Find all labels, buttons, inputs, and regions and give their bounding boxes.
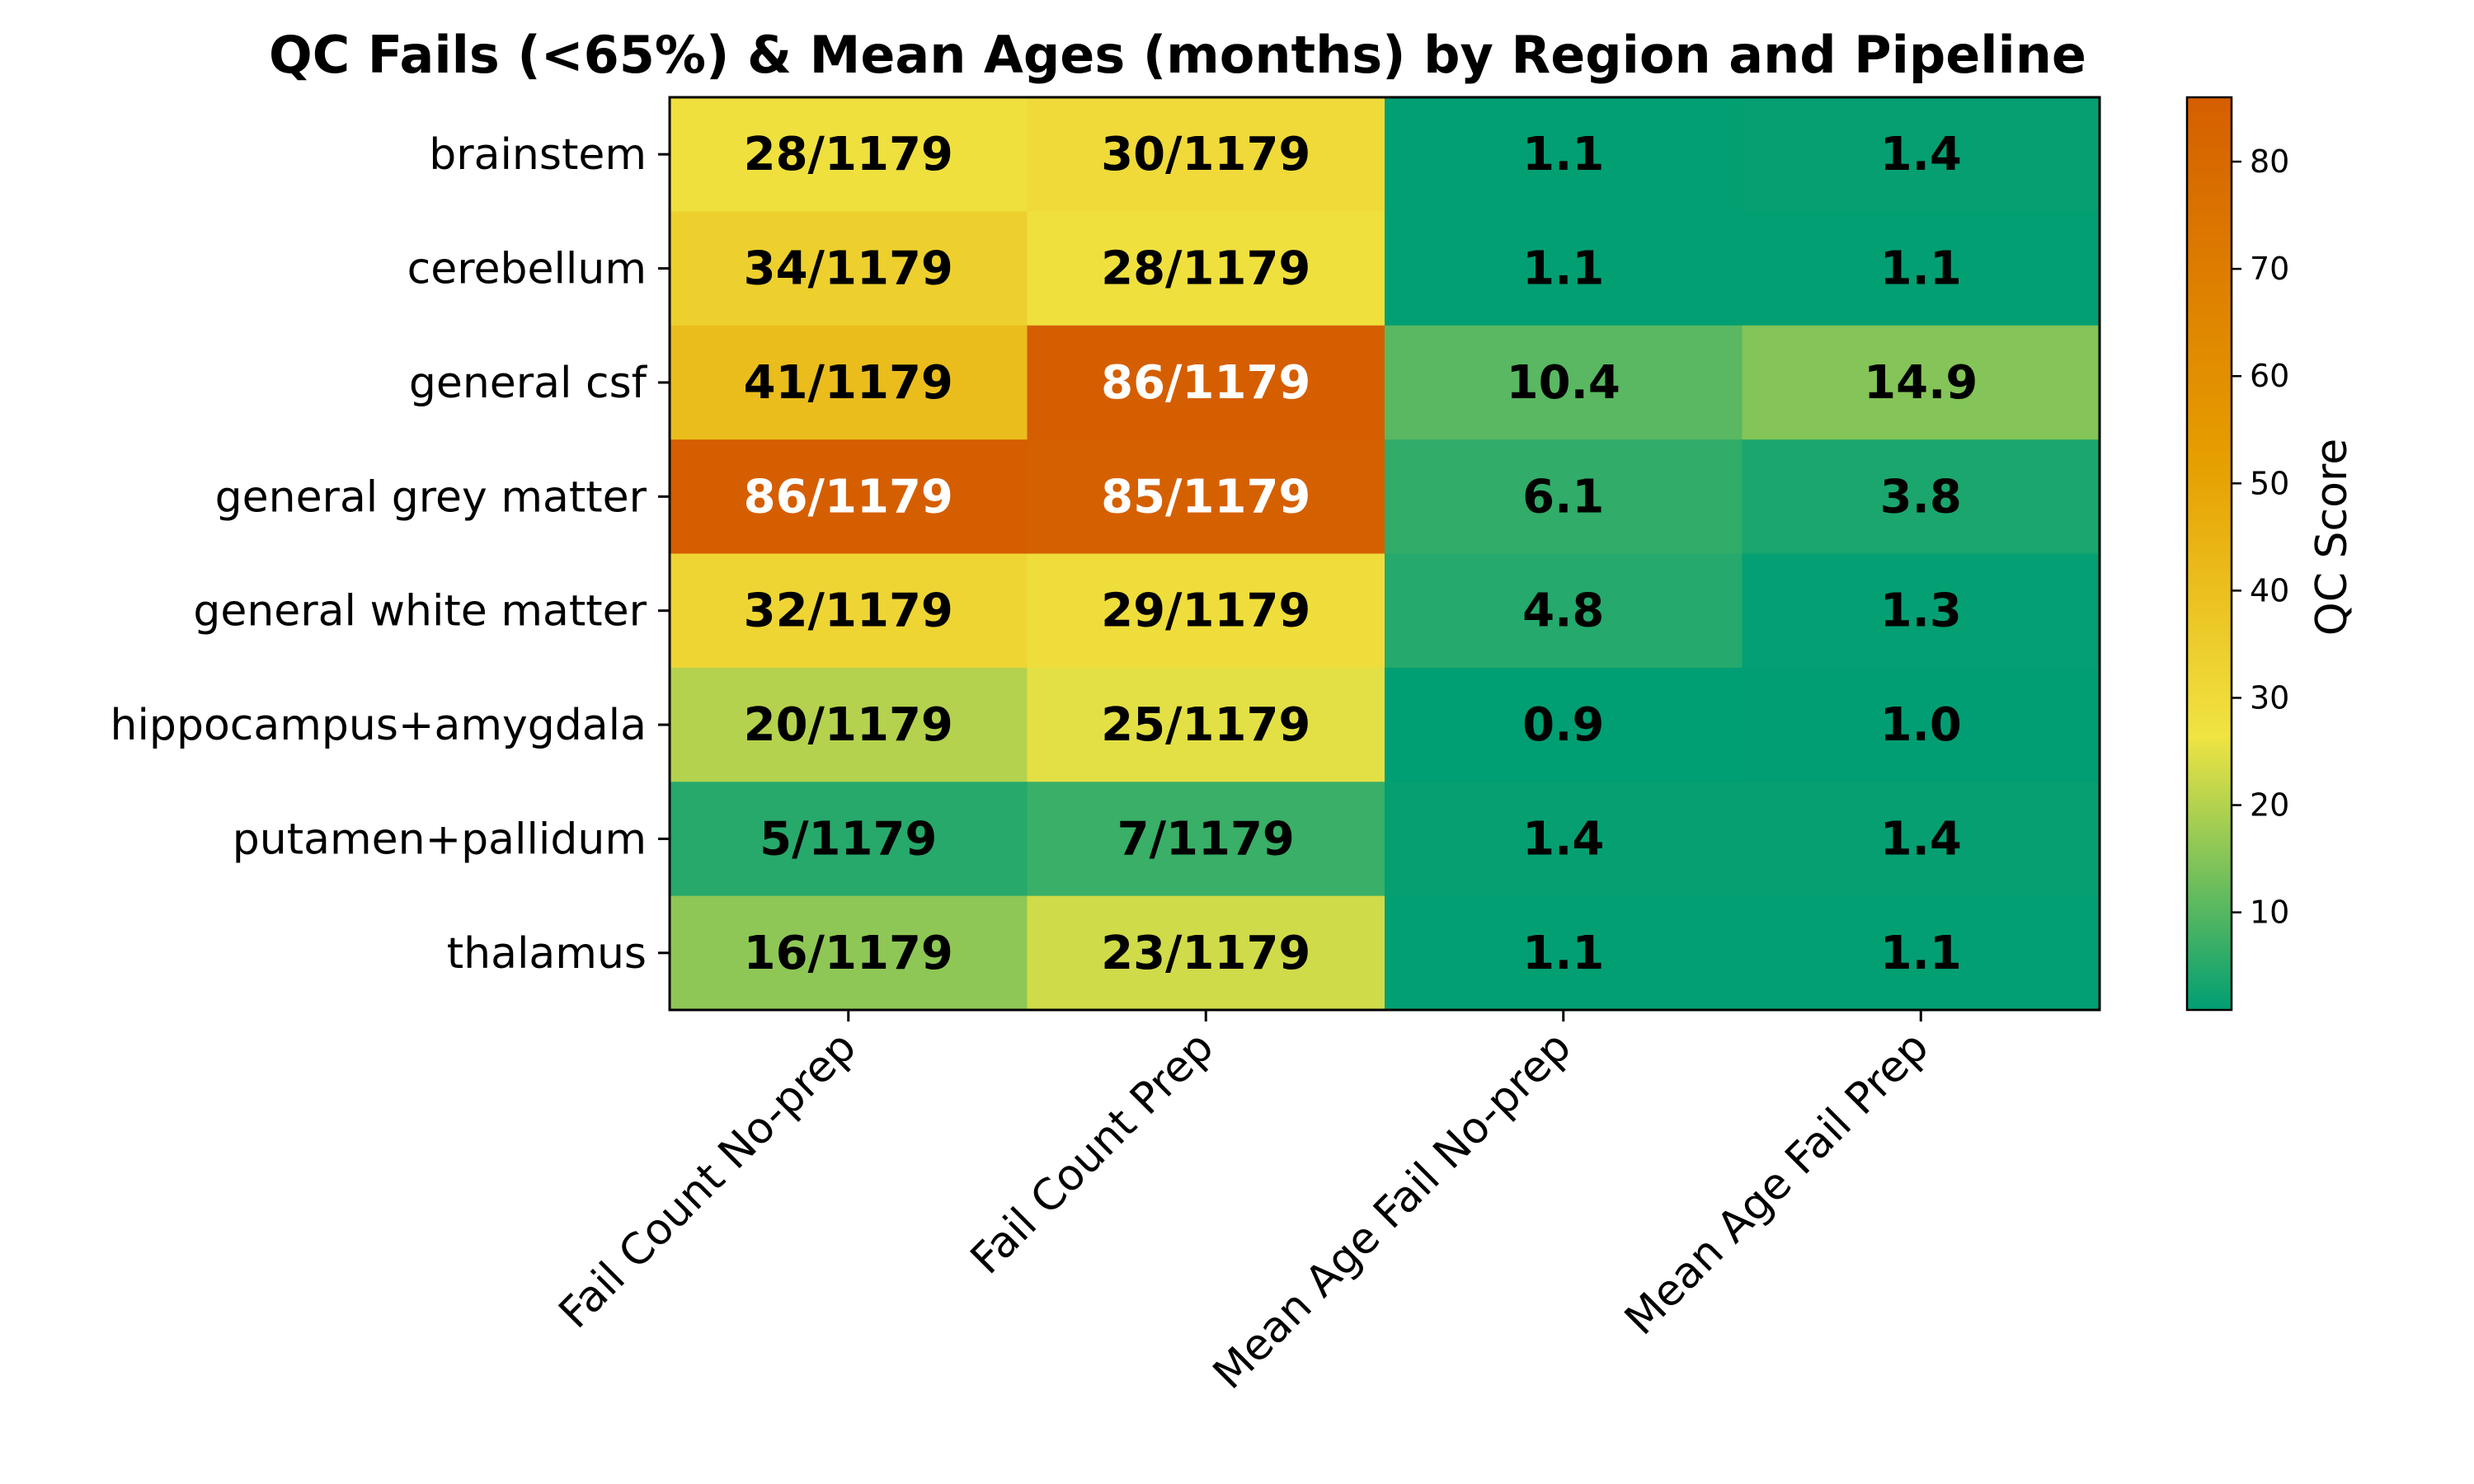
heatmap-cell xyxy=(1027,895,1385,1011)
y-tick-label: general grey matter xyxy=(215,472,647,522)
plot-frame xyxy=(668,96,2101,1012)
heatmap-cell xyxy=(1027,211,1385,326)
cell-value-label: 1.1 xyxy=(1880,927,1962,980)
heatmap-cell xyxy=(670,439,1028,554)
y-tick-label: cerebellum xyxy=(407,245,647,294)
colorbar-label: QC Score xyxy=(2307,439,2357,636)
cell-value-label: 1.4 xyxy=(1880,128,1962,181)
cell-value-label: 23/1179 xyxy=(1101,927,1310,980)
heatmap-cell xyxy=(1742,211,2100,326)
heatmap-cell xyxy=(670,782,1028,897)
cell-value-label: 1.1 xyxy=(1522,927,1604,980)
heatmap-cell xyxy=(1385,667,1743,782)
cell-value-label: 1.1 xyxy=(1522,242,1604,296)
heatmap-cell xyxy=(1027,325,1385,440)
cell-value-label: 1.4 xyxy=(1522,812,1604,866)
cell-value-label: 10.4 xyxy=(1507,356,1620,410)
heatmap-cell xyxy=(670,211,1028,326)
colorbar-frame xyxy=(2185,96,2233,1012)
heatmap-cell xyxy=(1742,439,2100,554)
cell-value-label: 86/1179 xyxy=(1101,356,1310,410)
cell-value-label: 30/1179 xyxy=(1101,128,1310,181)
x-tick-label: Fail Count Prep xyxy=(962,1022,1224,1284)
y-tick-label: general csf xyxy=(409,359,648,408)
heatmap-cell xyxy=(1385,782,1743,897)
cell-value-label: 32/1179 xyxy=(744,585,953,638)
cell-value-label: 85/1179 xyxy=(1101,470,1310,524)
cell-value-label: 4.8 xyxy=(1522,585,1604,638)
y-tick-label: putamen+pallidum xyxy=(233,815,647,864)
heatmap-cell xyxy=(1385,325,1743,440)
heatmap-cell xyxy=(1742,325,2100,440)
cell-value-label: 5/1179 xyxy=(760,812,937,866)
heatmap-cell xyxy=(1385,97,1743,212)
heatmap-cell xyxy=(670,667,1028,782)
heatmap-cell xyxy=(670,325,1028,440)
cell-value-label: 14.9 xyxy=(1864,356,1978,410)
cell-value-label: 1.4 xyxy=(1880,812,1962,866)
y-axis: brainstem cerebellum general csf general gr… xyxy=(111,130,670,979)
x-tick-label: Mean Age Fail No-prep xyxy=(1204,1022,1581,1399)
heatmap-cell xyxy=(1385,439,1743,554)
cell-value-label: 3.8 xyxy=(1880,470,1962,524)
x-tick-label: Mean Age Fail Prep xyxy=(1616,1022,1938,1345)
heatmap-cell xyxy=(670,553,1028,669)
heatmap-cell xyxy=(1027,667,1385,782)
colorbar-gradient xyxy=(2187,97,2232,1010)
heatmap-cell xyxy=(1385,895,1743,1011)
cell-value-label: 29/1179 xyxy=(1101,585,1310,638)
cell-value-label: 1.0 xyxy=(1880,698,1962,752)
colorbar-tick-label: 80 xyxy=(2250,143,2289,180)
heatmap-cell xyxy=(1385,211,1743,326)
heatmap-cell xyxy=(1385,553,1743,669)
colorbar-tick-label: 50 xyxy=(2250,465,2289,501)
heatmap-cell xyxy=(1027,97,1385,212)
y-tick-label: thalamus xyxy=(447,929,647,979)
heatmap-cell xyxy=(670,97,1028,212)
cell-value-label: 86/1179 xyxy=(744,470,953,524)
colorbar-tick-label: 10 xyxy=(2250,895,2289,931)
cell-value-label: 1.1 xyxy=(1880,242,1962,296)
cell-value-label: 25/1179 xyxy=(1101,698,1310,752)
colorbar-tick-label: 30 xyxy=(2250,679,2289,716)
cell-value-label: 28/1179 xyxy=(1101,242,1310,296)
cell-value-label: 1.3 xyxy=(1880,585,1962,638)
cell-value-label: 0.9 xyxy=(1522,698,1604,752)
y-tick-label: hippocampus+amygdala xyxy=(111,701,647,750)
cell-value-label: 20/1179 xyxy=(744,698,953,752)
cell-value-label: 6.1 xyxy=(1522,470,1604,524)
cell-value-label: 16/1179 xyxy=(744,927,953,980)
cell-value-label: 7/1179 xyxy=(1117,812,1295,866)
colorbar-tick-label: 40 xyxy=(2250,572,2289,608)
heatmap-cell xyxy=(1742,97,2100,212)
colorbar-tick-label: 20 xyxy=(2250,787,2289,824)
heatmap-cell xyxy=(1027,439,1385,554)
chart-title: QC Fails (<65%) & Mean Ages (months) by … xyxy=(269,25,2086,85)
heatmap-cell xyxy=(1027,782,1385,897)
x-tick-label: Fail Count No-prep xyxy=(550,1022,866,1338)
heatmap-cell xyxy=(1742,553,2100,669)
cell-value-label: 28/1179 xyxy=(744,128,953,181)
colorbar: 10 20 30 40 50 60 70 80 QC Score xyxy=(2185,96,2357,1012)
colorbar-tick-label: 60 xyxy=(2250,358,2289,394)
heatmap-cell xyxy=(1742,667,2100,782)
cell-value-label: 1.1 xyxy=(1522,128,1604,181)
heatmap-cell xyxy=(1742,895,2100,1011)
cell-value-label: 34/1179 xyxy=(744,242,953,296)
heatmap-cell xyxy=(1027,553,1385,669)
y-tick-label: general white matter xyxy=(193,587,647,636)
y-tick-label: brainstem xyxy=(429,130,647,180)
heatmap-cell xyxy=(1742,782,2100,897)
heatmap-cells: 28/1179 30/1179 1.1 1.4 34/1179 28/1179 1.1 1.1… xyxy=(670,97,2100,1011)
cell-value-label: 41/1179 xyxy=(744,356,953,410)
heatmap-cell xyxy=(670,895,1028,1011)
colorbar-tick-label: 70 xyxy=(2250,251,2289,287)
